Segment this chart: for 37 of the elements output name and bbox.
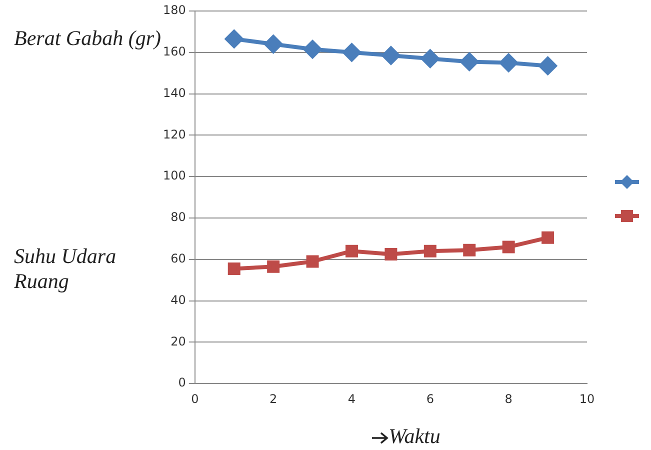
y-tick-label: 20 [170, 334, 186, 348]
text: Berat Gabah (gr) [14, 26, 162, 51]
point [342, 43, 361, 62]
x-tick-label: 6 [426, 392, 434, 406]
point [267, 260, 280, 273]
point [502, 240, 515, 254]
point [228, 262, 240, 275]
point [382, 46, 400, 65]
point [346, 244, 358, 258]
y-tick-label: 140 [163, 86, 186, 100]
x-tick-label: 0 [191, 392, 199, 406]
point [463, 244, 476, 256]
point [225, 30, 244, 48]
y-tick-label: 120 [163, 127, 186, 142]
y-tick-label: 60 [170, 252, 186, 266]
y-tick-label: 100 [163, 168, 186, 183]
point [424, 244, 436, 258]
point [460, 52, 478, 71]
point [421, 50, 440, 68]
point [384, 248, 398, 260]
y-tick-label: 80 [170, 210, 186, 224]
x-axis-title: Waktu [388, 424, 440, 448]
y-tick-label: 160 [163, 44, 186, 59]
x-tick-label: 4 [348, 392, 356, 406]
point [304, 40, 322, 58]
y-tick-label: 180 [163, 3, 186, 18]
point [264, 35, 282, 54]
x-tick-label: 8 [504, 392, 512, 406]
point [542, 231, 554, 244]
text: Suhu Udara Ruang [14, 244, 118, 294]
point [500, 54, 518, 72]
x-tick-label: 2 [270, 392, 278, 406]
point [306, 255, 319, 268]
x-tick-label: 10 [579, 392, 595, 406]
point [538, 56, 557, 75]
y-tick-label: 0 [178, 376, 186, 390]
y-tick-label: 40 [170, 292, 186, 307]
